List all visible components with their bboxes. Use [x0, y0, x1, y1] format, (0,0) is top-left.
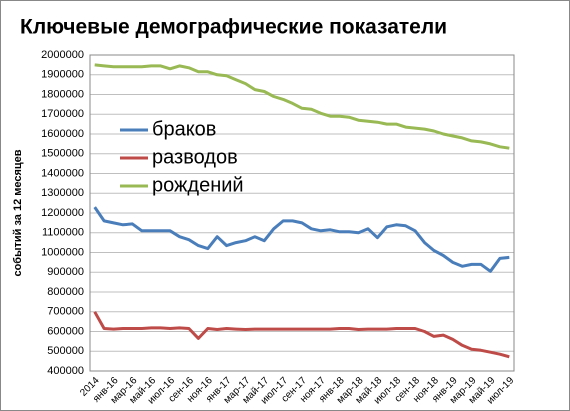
- y-tick-label: 1100000: [42, 227, 84, 239]
- y-tick-label: 1500000: [41, 148, 84, 160]
- legend-label: рождений: [152, 174, 244, 196]
- y-tick-label: 400000: [47, 365, 84, 377]
- y-tick-label: 1800000: [41, 88, 84, 100]
- y-tick-label: 900000: [47, 266, 84, 278]
- y-tick-label: 1200000: [41, 207, 84, 219]
- y-tick-label: 600000: [47, 325, 84, 337]
- line-series: [93, 206, 510, 273]
- y-tick-label: 1400000: [41, 167, 84, 179]
- y-tick-label: 1700000: [41, 108, 84, 120]
- y-tick-label: 500000: [47, 345, 84, 357]
- plot-frame: [89, 54, 515, 372]
- y-tick-label: 1000000: [41, 246, 84, 258]
- line-series: [93, 311, 510, 359]
- legend-label: браков: [152, 118, 216, 140]
- y-tick-label: 700000: [47, 306, 84, 318]
- y-tick-label: 2000000: [41, 49, 84, 61]
- y-tick-label: 1600000: [41, 128, 84, 140]
- y-tick-label: 800000: [47, 286, 84, 298]
- y-tick-label: 1300000: [41, 187, 84, 199]
- line-series: [94, 63, 510, 150]
- legend-label: разводов: [152, 146, 238, 168]
- y-tick-label: 1900000: [41, 69, 84, 81]
- chart-title: Ключевые демографические показатели: [20, 16, 447, 39]
- y-axis-label: событий за 12 месяцев: [12, 149, 24, 276]
